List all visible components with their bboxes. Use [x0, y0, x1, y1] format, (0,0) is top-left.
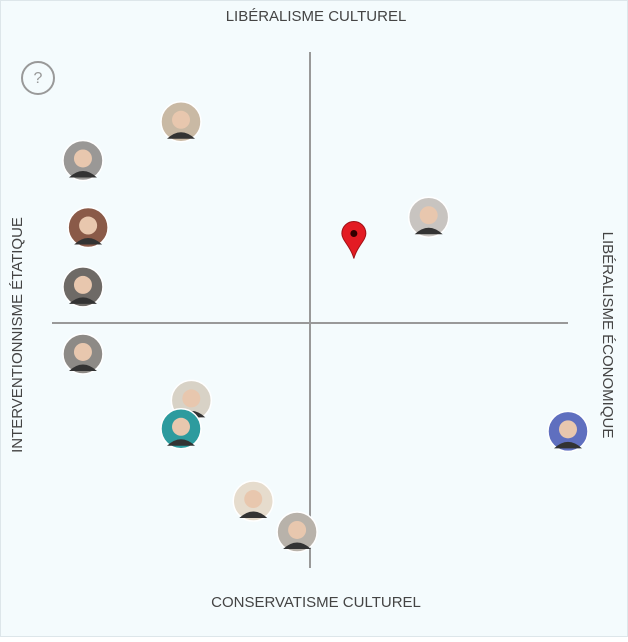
avatar-face	[73, 275, 92, 294]
avatar-face	[73, 342, 92, 361]
avatar-body	[167, 132, 195, 139]
avatar-body	[68, 170, 97, 178]
bottom-label: CONSERVATISME CULTUREL	[211, 594, 421, 611]
avatar	[62, 266, 104, 308]
avatar	[160, 101, 202, 143]
avatar-face	[419, 206, 438, 225]
avatar-face	[172, 417, 190, 436]
avatar-face	[559, 420, 577, 439]
avatar-body	[68, 364, 97, 371]
avatar	[547, 410, 589, 453]
avatar-face	[79, 216, 98, 235]
left-label: INTERVENTIONNISME ÉTATIQUE	[9, 217, 26, 453]
pin-dot	[350, 230, 358, 237]
avatar-body	[167, 439, 195, 446]
location-pin	[341, 221, 367, 259]
avatar	[407, 196, 450, 238]
avatar-face	[288, 520, 307, 539]
avatar-body	[554, 441, 582, 449]
help-circle	[21, 61, 55, 95]
avatar-face	[73, 149, 92, 168]
avatar-body	[414, 227, 443, 235]
avatar-body	[74, 238, 103, 245]
help-button[interactable]: ?	[21, 61, 55, 95]
avatar	[160, 408, 202, 450]
avatar	[67, 206, 109, 249]
avatar	[62, 139, 104, 182]
avatar-body	[68, 297, 97, 304]
avatar	[232, 480, 274, 522]
avatar-face	[244, 490, 263, 509]
avatar-face	[172, 110, 190, 129]
help-text: ?	[34, 70, 43, 87]
avatar-face	[182, 389, 201, 408]
avatar-body	[239, 511, 268, 519]
avatar-body	[283, 542, 312, 549]
avatar	[276, 511, 318, 553]
avatar	[62, 333, 104, 375]
right-label: LIBÉRALISME ÉCONOMIQUE	[599, 232, 616, 439]
top-label: LIBÉRALISME CULTUREL	[226, 8, 407, 25]
